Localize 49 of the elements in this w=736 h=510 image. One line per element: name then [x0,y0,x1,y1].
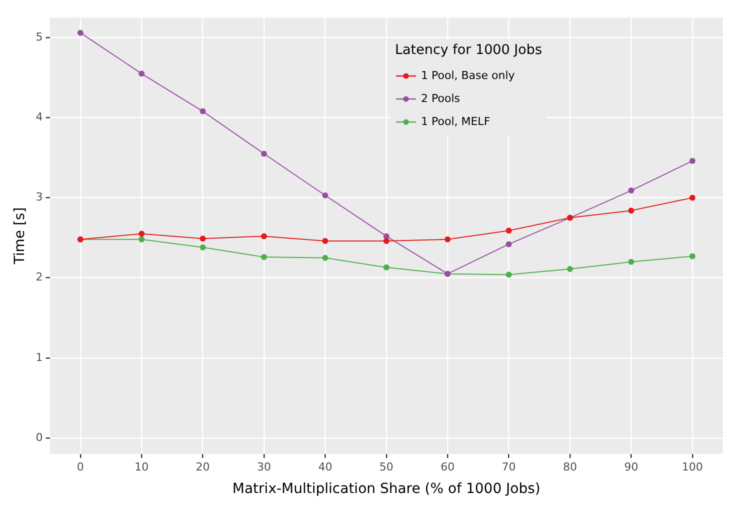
point [628,188,634,194]
y-tick-label: 4 [36,110,43,124]
x-tick-label: 100 [682,460,703,474]
point [506,241,512,248]
x-axis-title: Matrix-Multiplication Share (% of 1000 Jobs) [232,481,540,498]
point [261,150,267,157]
point [689,253,696,260]
point [628,208,634,214]
x-tick-label: 0 [76,460,84,474]
x-tick-label: 10 [134,460,149,474]
legend-label: 1 Pool, MELF [421,115,490,128]
point [506,228,512,234]
legend-title: Latency for 1000 Jobs [395,42,542,58]
x-tick-label: 50 [379,460,394,474]
point [689,194,696,201]
point [200,108,206,114]
point [322,192,328,198]
x-tick-label: 60 [440,460,455,474]
point [200,244,206,250]
point [322,254,328,261]
x-tick-label: 20 [196,460,210,474]
point [444,236,451,242]
point [200,236,206,242]
y-tick-label: 3 [36,190,43,204]
x-tick-label: 90 [624,460,638,474]
point [138,70,145,77]
point [628,258,634,265]
point [383,238,390,244]
x-tick-label: 30 [257,460,271,474]
y-axis-title: Time [s] [12,207,28,266]
point [322,238,328,244]
y-tick-label: 0 [36,430,43,444]
point [261,233,267,240]
point [138,236,145,242]
legend-label: 2 Pools [421,92,460,105]
x-tick-label: 40 [318,460,332,474]
x-tick-label: 70 [502,460,516,474]
x-tick-label: 80 [563,460,577,474]
point [138,230,145,237]
y-tick-label: 1 [36,350,43,364]
point [689,158,696,164]
point [261,254,267,260]
legend-label: 1 Pool, Base only [421,69,515,82]
point [77,30,84,36]
point [506,272,512,278]
y-tick-label: 5 [36,30,43,44]
point [383,264,390,270]
y-tick-label: 2 [36,270,43,284]
point [567,266,573,272]
